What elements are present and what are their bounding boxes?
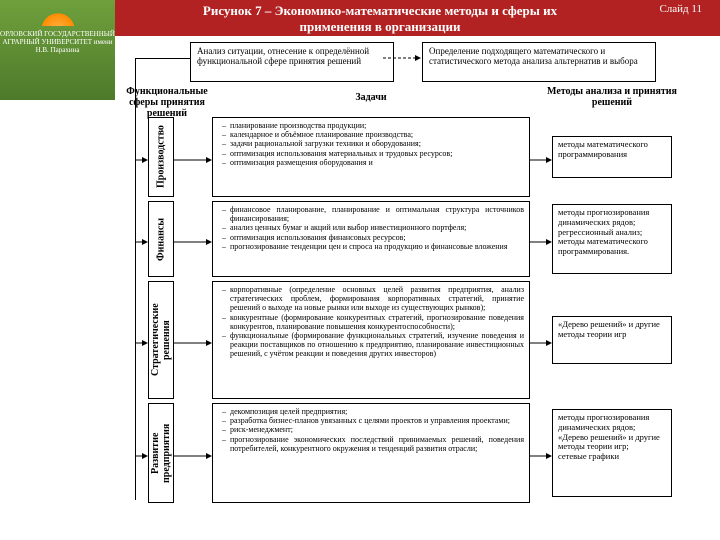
logo-icon bbox=[40, 6, 76, 26]
tasks-box: декомпозиция целей предприятия;разработк… bbox=[212, 403, 530, 503]
task-item: оптимизация использования материальных и… bbox=[230, 149, 524, 158]
methods-box: «Дерево решений» и другие методы теории … bbox=[552, 316, 672, 364]
row-arrow-icon bbox=[135, 448, 148, 458]
task-item: оптимизация использования финансовых рес… bbox=[230, 233, 524, 242]
methods-box: методы прогнозирования динамических рядо… bbox=[552, 204, 672, 274]
tasks-box: планирование производства продукции;кале… bbox=[212, 117, 530, 197]
row-arrow-icon bbox=[174, 152, 212, 162]
task-item: конкурентные (формирование конкурентных … bbox=[230, 313, 524, 331]
slide-number: Слайд 11 bbox=[659, 3, 702, 15]
sphere-label: Производство bbox=[148, 117, 174, 197]
sphere-label: Финансы bbox=[148, 201, 174, 277]
task-item: календарное и объёмное планирование прои… bbox=[230, 130, 524, 139]
row-arrow-icon bbox=[530, 152, 552, 162]
row-arrow-icon bbox=[530, 234, 552, 244]
topflow-right-box: Определение подходящего математического … bbox=[422, 42, 656, 82]
slide: Рисунок 7 – Экономико-математические мет… bbox=[0, 0, 720, 540]
column-header-tasks: Задачи bbox=[331, 92, 411, 103]
sphere-label: Стратегические решения bbox=[148, 281, 174, 399]
row-arrow-icon bbox=[174, 234, 212, 244]
row-arrow-icon bbox=[530, 448, 552, 458]
task-item: задачи рациональной загрузки техники и о… bbox=[230, 139, 524, 148]
row-arrow-icon bbox=[135, 335, 148, 345]
topflow-left-h-connector bbox=[135, 58, 190, 59]
task-item: разработка бизнес-планов увязанных с цел… bbox=[230, 416, 524, 425]
column-header-methods: Методы анализа и принятия решений bbox=[547, 86, 677, 108]
methods-box: методы математического программирования bbox=[552, 136, 672, 178]
sphere-label: Развитие предприятия bbox=[148, 403, 174, 503]
row-arrow-icon bbox=[135, 152, 148, 162]
task-item: риск-менеджмент; bbox=[230, 425, 524, 434]
row-arrow-icon bbox=[530, 335, 552, 345]
task-item: декомпозиция целей предприятия; bbox=[230, 407, 524, 416]
task-item: анализ ценных бумаг и акций или выбор ин… bbox=[230, 223, 524, 232]
row-arrow-icon bbox=[174, 335, 212, 345]
task-item: функциональные (формирование функциональ… bbox=[230, 331, 524, 359]
topflow-left-box: Анализ ситуации, отнесение к определённо… bbox=[190, 42, 394, 82]
logo: ОРЛОВСКИЙ ГОСУДАРСТВЕННЫЙ АГРАРНЫЙ УНИВЕ… bbox=[0, 0, 115, 100]
tasks-box: финансовое планирование, планирование и … bbox=[212, 201, 530, 277]
methods-box: методы прогнозирования динамических рядо… bbox=[552, 409, 672, 497]
row-arrow-icon bbox=[174, 448, 212, 458]
task-item: оптимизация размещения оборудования и bbox=[230, 158, 524, 167]
slide-title: Рисунок 7 – Экономико-математические мет… bbox=[180, 3, 580, 35]
column-header-spheres: Функциональные сферы принятия решений bbox=[112, 86, 222, 119]
tasks-box: корпоративные (определение основных целе… bbox=[212, 281, 530, 399]
task-item: корпоративные (определение основных целе… bbox=[230, 285, 524, 313]
topflow-down-connector bbox=[135, 58, 136, 103]
task-item: финансовое планирование, планирование и … bbox=[230, 205, 524, 223]
task-item: прогнозирование тенденции цен и спроса н… bbox=[230, 242, 524, 251]
task-item: планирование производства продукции; bbox=[230, 121, 524, 130]
logo-text: ОРЛОВСКИЙ ГОСУДАРСТВЕННЫЙ АГРАРНЫЙ УНИВЕ… bbox=[0, 30, 115, 54]
row-arrow-icon bbox=[135, 234, 148, 244]
task-item: прогнозирование экономических последстви… bbox=[230, 435, 524, 453]
